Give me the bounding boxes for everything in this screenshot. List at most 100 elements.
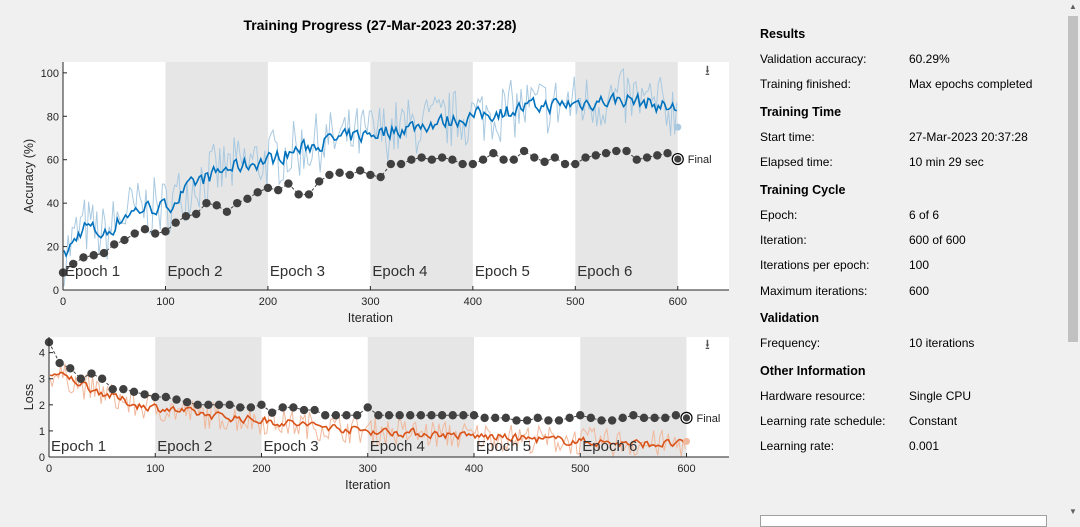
validation-point xyxy=(550,153,560,162)
validation-point xyxy=(489,149,498,158)
y-tick-label: 80 xyxy=(47,111,59,123)
validation-point xyxy=(253,188,262,197)
validation-point xyxy=(246,403,256,412)
frequency-label: Frequency: xyxy=(760,336,821,350)
y-axis-label: Loss xyxy=(22,384,36,410)
validation-point xyxy=(69,259,78,269)
validation-point xyxy=(386,159,396,169)
validation-point xyxy=(622,146,631,156)
validation-point xyxy=(650,413,659,423)
validation-point xyxy=(161,227,170,236)
validation-point xyxy=(540,157,549,167)
validation-point xyxy=(363,403,372,412)
validation-point xyxy=(671,411,681,420)
validation-point xyxy=(459,411,468,420)
x-axis-label: Iteration xyxy=(348,311,393,325)
final-label: Final xyxy=(688,154,712,166)
raw-training-line xyxy=(49,363,686,457)
validation-point xyxy=(99,248,109,258)
epoch-label: Epoch 2 xyxy=(157,438,212,455)
validation-point xyxy=(225,400,234,410)
learning-rate-value: 0.001 xyxy=(909,439,940,453)
training-plots: Training Progress (27-Mar-2023 20:37:28)… xyxy=(22,17,729,492)
scrollbar[interactable]: ▲ ▼ xyxy=(1066,0,1080,520)
y-tick-label: 1 xyxy=(39,426,45,438)
validation-accuracy-value: 60.29% xyxy=(909,52,950,66)
epoch-label: Epoch 2 xyxy=(167,263,222,280)
validation-point xyxy=(331,411,341,420)
x-tick-label: 0 xyxy=(46,463,52,475)
validation-point xyxy=(396,159,406,169)
training-finished-value: Max epochs completed xyxy=(909,77,1033,91)
iteration-value: 600 of 600 xyxy=(909,233,966,247)
validation-point xyxy=(509,155,519,164)
validation-point xyxy=(437,411,447,420)
validation-point xyxy=(437,153,447,162)
epoch-band xyxy=(370,62,473,290)
validation-point xyxy=(530,153,539,162)
export-icon[interactable]: ⭳ xyxy=(705,336,710,352)
validation-point xyxy=(182,398,192,407)
validation-point xyxy=(501,413,511,423)
validation-heading: Validation xyxy=(760,311,820,325)
training-time-heading: Training Time xyxy=(760,105,842,119)
validation-point xyxy=(480,413,489,423)
iteration-label: Iteration: xyxy=(760,233,807,247)
validation-point xyxy=(478,155,488,164)
validation-point xyxy=(448,155,457,164)
validation-point xyxy=(110,240,119,249)
validation-point xyxy=(140,390,149,399)
validation-point xyxy=(273,185,283,195)
validation-point xyxy=(554,416,564,425)
validation-point xyxy=(214,400,224,410)
validation-point xyxy=(601,149,611,158)
plot-title: Training Progress (27-Mar-2023 20:37:28) xyxy=(243,17,517,33)
validation-point xyxy=(618,413,627,423)
x-tick-label: 200 xyxy=(259,296,277,308)
hardware-resource-label: Hardware resource: xyxy=(760,389,866,403)
validation-point xyxy=(87,369,96,378)
epoch-label: Epoch 5 xyxy=(476,438,531,455)
validation-point xyxy=(458,159,467,169)
validation-point xyxy=(232,198,242,208)
validation-point xyxy=(129,387,139,396)
y-tick-label: 100 xyxy=(41,68,59,80)
y-tick-label: 3 xyxy=(39,374,45,386)
final-training-point xyxy=(683,437,690,445)
scroll-thumb[interactable] xyxy=(1068,16,1078,342)
validation-point xyxy=(663,149,672,158)
validation-point xyxy=(299,405,309,415)
raw-training-line xyxy=(63,68,678,287)
validation-point xyxy=(192,209,201,219)
validation-point xyxy=(427,411,436,420)
validation-point xyxy=(321,411,330,420)
y-tick-label: 40 xyxy=(47,198,59,210)
validation-point xyxy=(342,411,351,420)
maximum-iterations-value: 600 xyxy=(909,284,930,298)
validation-point xyxy=(522,416,532,425)
epoch-label: Epoch 5 xyxy=(475,263,530,280)
validation-point xyxy=(263,183,273,193)
iterations-per-epoch-value: 100 xyxy=(909,258,930,272)
validation-point xyxy=(202,198,211,208)
epoch-label: Epoch 4 xyxy=(372,263,427,280)
validation-point xyxy=(304,190,314,199)
validation-point xyxy=(576,411,585,420)
validation-point xyxy=(661,413,670,423)
stop-button-frame xyxy=(760,515,1047,527)
export-icon[interactable]: ⭳ xyxy=(705,62,710,78)
x-tick-label: 400 xyxy=(464,296,482,308)
frequency-value: 10 iterations xyxy=(909,336,975,350)
scroll-down-icon[interactable]: ▼ xyxy=(1069,507,1077,516)
validation-point xyxy=(607,416,617,425)
epoch-label: Epoch: xyxy=(760,208,798,222)
validation-point xyxy=(533,413,542,423)
validation-point xyxy=(416,411,426,420)
validation-point xyxy=(468,159,478,169)
validation-point xyxy=(597,416,606,425)
validation-point xyxy=(560,159,570,169)
scroll-up-icon[interactable]: ▲ xyxy=(1069,2,1077,11)
validation-point xyxy=(236,403,245,412)
start-time-value: 27-Mar-2023 20:37:28 xyxy=(909,130,1028,144)
x-axis-label: Iteration xyxy=(345,478,390,492)
